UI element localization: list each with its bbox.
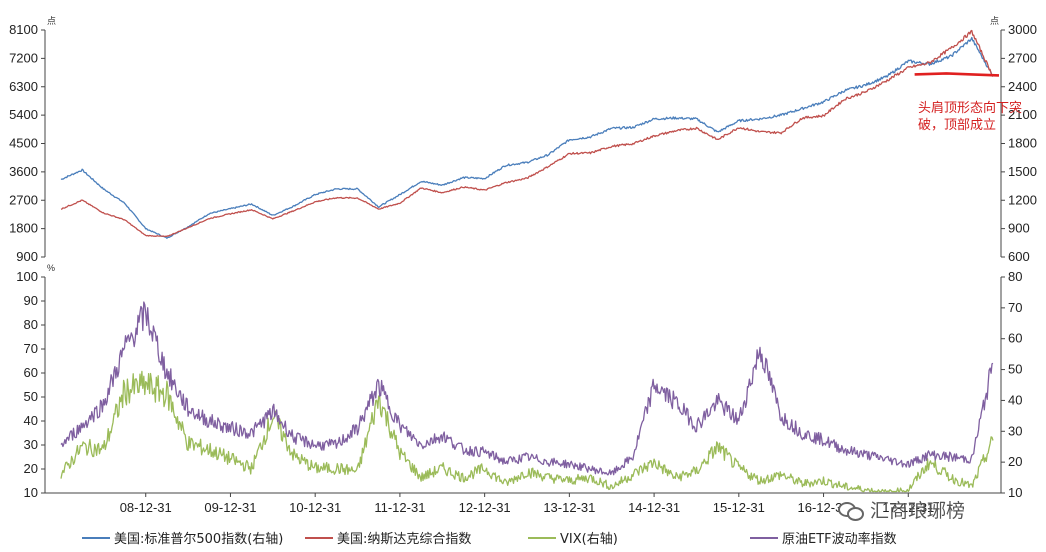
right-tick-label: 1200 <box>1008 192 1037 207</box>
left-tick-label: 40 <box>24 413 38 428</box>
right-tick-label: 10 <box>1008 485 1022 500</box>
series-line-1-bottom <box>60 301 994 476</box>
left-tick-label: 50 <box>24 389 38 404</box>
right-tick-label: 2700 <box>1008 50 1037 65</box>
x-tick-label: 08-12-31 <box>120 500 172 515</box>
left-tick-label: 30 <box>24 437 38 452</box>
legend-label-ovx: 原油ETF波动率指数 <box>782 532 897 547</box>
left-tick-label: 80 <box>24 317 38 332</box>
series-line-1-top <box>60 29 994 238</box>
left-tick-label: 70 <box>24 341 38 356</box>
x-tick-label: 09-12-31 <box>204 500 256 515</box>
x-tick-label: 11-12-31 <box>374 500 425 515</box>
right-tick-label: 70 <box>1008 300 1022 315</box>
left-tick-label: 1800 <box>9 221 38 236</box>
legend-swatch-ovx <box>750 536 778 539</box>
right-tick-label: 80 <box>1008 269 1022 284</box>
annotation-text-line: 破，顶部成立 <box>918 118 996 133</box>
right-tick-label: 1800 <box>1008 136 1037 151</box>
right-tick-label: 40 <box>1008 392 1022 407</box>
right-tick-label: 3000 <box>1008 22 1037 37</box>
left-tick-label: 6300 <box>9 79 38 94</box>
left-tick-label: 3600 <box>9 164 38 179</box>
legend-swatch-nasdaq <box>305 536 333 539</box>
left-tick-label: 20 <box>24 461 38 476</box>
watermark-text: 汇商琅琊榜 <box>870 500 966 522</box>
legend-swatch-sp500 <box>82 536 110 539</box>
x-tick-label: 15-12-31 <box>713 500 765 515</box>
right-tick-label: 1500 <box>1008 164 1037 179</box>
x-tick-label: 10-12-31 <box>289 500 341 515</box>
right-tick-label: 600 <box>1008 249 1030 264</box>
left-tick-label: 7200 <box>9 50 38 65</box>
legend-swatch-vix <box>528 536 556 539</box>
left-tick-label: 100 <box>16 269 38 284</box>
x-tick-label: 16-12-31 <box>798 500 850 515</box>
x-tick-label: 14-12-31 <box>628 500 680 515</box>
left-tick-label: 5400 <box>9 107 38 122</box>
annotation-text-line: 头肩顶形态向下突 <box>918 100 1022 116</box>
left-tick-label: 900 <box>16 249 38 264</box>
legend-label-sp500: 美国:标准普尔500指数(右轴) <box>114 532 284 547</box>
left-tick-label: 60 <box>24 365 38 380</box>
watermark: 汇商琅琊榜 <box>838 496 965 523</box>
x-tick-label: 12-12-31 <box>459 500 511 515</box>
right-tick-label: 900 <box>1008 221 1030 236</box>
right-tick-label: 30 <box>1008 423 1022 438</box>
x-tick-label: 13-12-31 <box>543 500 595 515</box>
right-tick-label: 60 <box>1008 331 1022 346</box>
series-line-0-bottom <box>60 370 994 493</box>
top-right-unit: 点 <box>990 16 999 26</box>
x-tick-label: 17-12-31 <box>882 500 934 515</box>
bottom-left-unit: % <box>47 263 55 273</box>
legend-item-vix: VIX(右轴) <box>528 528 618 547</box>
right-tick-label: 20 <box>1008 454 1022 469</box>
wechat-icon <box>838 500 864 521</box>
right-tick-label: 50 <box>1008 362 1022 377</box>
left-tick-label: 8100 <box>9 22 38 37</box>
neckline-annotation <box>914 72 1000 77</box>
right-tick-label: 2400 <box>1008 79 1037 94</box>
series-line-0-top <box>60 36 994 239</box>
right-tick-label: 2100 <box>1008 107 1037 122</box>
legend-label-vix: VIX(右轴) <box>560 532 618 547</box>
left-tick-label: 90 <box>24 293 38 308</box>
left-tick-label: 10 <box>24 485 38 500</box>
legend-item-sp500: 美国:标准普尔500指数(右轴) <box>82 528 283 547</box>
legend-item-nasdaq: 美国:纳斯达克综合指数 <box>305 528 471 547</box>
left-tick-label: 2700 <box>9 192 38 207</box>
legend: 美国:标准普尔500指数(右轴) 美国:纳斯达克综合指数 VIX(右轴) 原油E… <box>0 528 1046 550</box>
chart-svg: 900 1800 2700 3600 4500 5400 6300 7200 8100 600 90… <box>9 16 1037 515</box>
legend-item-ovx: 原油ETF波动率指数 <box>750 528 897 547</box>
top-left-unit: 点 <box>47 16 56 26</box>
legend-label-nasdaq: 美国:纳斯达克综合指数 <box>337 532 472 547</box>
left-tick-label: 4500 <box>9 136 38 151</box>
